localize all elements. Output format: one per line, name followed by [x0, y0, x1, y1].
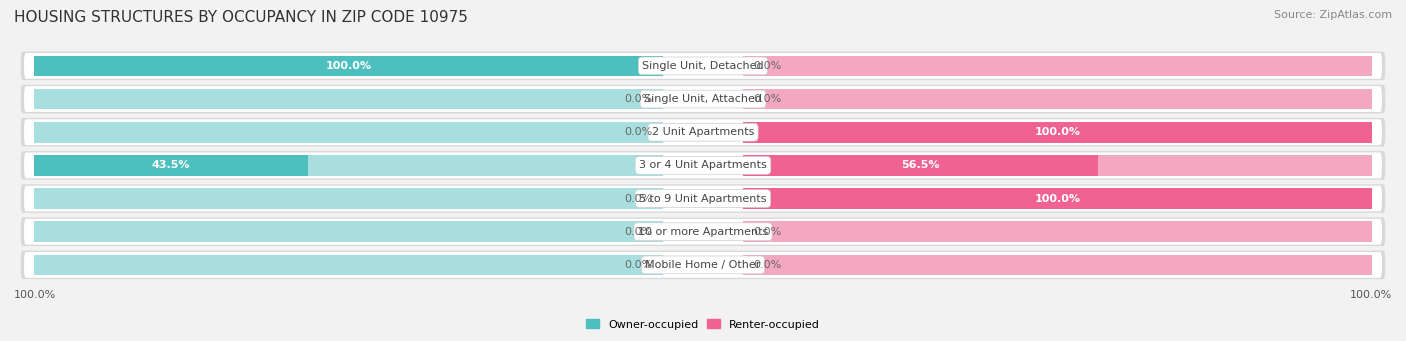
Text: 56.5%: 56.5% [901, 160, 941, 170]
Text: HOUSING STRUCTURES BY OCCUPANCY IN ZIP CODE 10975: HOUSING STRUCTURES BY OCCUPANCY IN ZIP C… [14, 10, 468, 25]
Bar [34, 155, 308, 176]
FancyBboxPatch shape [24, 252, 1382, 278]
Bar [744, 155, 1372, 176]
Text: 0.0%: 0.0% [754, 227, 782, 237]
FancyBboxPatch shape [21, 251, 1385, 279]
Bar [34, 122, 662, 143]
FancyBboxPatch shape [21, 151, 1385, 180]
Text: 0.0%: 0.0% [624, 227, 652, 237]
Text: 3 or 4 Unit Apartments: 3 or 4 Unit Apartments [640, 160, 766, 170]
Bar [34, 188, 662, 209]
Bar [34, 56, 662, 76]
Bar [34, 155, 662, 176]
Bar [744, 56, 1372, 76]
Text: 100.0%: 100.0% [326, 61, 371, 71]
Bar [744, 221, 1372, 242]
Bar [744, 188, 1372, 209]
FancyBboxPatch shape [21, 184, 1385, 213]
Text: 100.0%: 100.0% [1035, 194, 1080, 204]
Text: 0.0%: 0.0% [624, 260, 652, 270]
Text: 10 or more Apartments: 10 or more Apartments [638, 227, 768, 237]
Text: Source: ZipAtlas.com: Source: ZipAtlas.com [1274, 10, 1392, 20]
Text: 0.0%: 0.0% [754, 94, 782, 104]
Text: 100.0%: 100.0% [1350, 290, 1392, 300]
FancyBboxPatch shape [21, 51, 1385, 80]
Bar [34, 89, 662, 109]
FancyBboxPatch shape [24, 152, 1382, 178]
Text: 0.0%: 0.0% [624, 194, 652, 204]
FancyBboxPatch shape [24, 186, 1382, 211]
Text: 0.0%: 0.0% [624, 127, 652, 137]
Text: 100.0%: 100.0% [14, 290, 56, 300]
FancyBboxPatch shape [21, 218, 1385, 246]
Bar [744, 122, 1372, 143]
Text: 2 Unit Apartments: 2 Unit Apartments [652, 127, 754, 137]
Bar [744, 89, 1372, 109]
Bar [744, 188, 1372, 209]
Text: Mobile Home / Other: Mobile Home / Other [645, 260, 761, 270]
FancyBboxPatch shape [24, 86, 1382, 112]
Text: 5 to 9 Unit Apartments: 5 to 9 Unit Apartments [640, 194, 766, 204]
Text: 0.0%: 0.0% [624, 94, 652, 104]
Bar [34, 56, 662, 76]
FancyBboxPatch shape [21, 85, 1385, 113]
Text: Single Unit, Detached: Single Unit, Detached [643, 61, 763, 71]
FancyBboxPatch shape [24, 219, 1382, 244]
Text: Single Unit, Attached: Single Unit, Attached [644, 94, 762, 104]
Legend: Owner-occupied, Renter-occupied: Owner-occupied, Renter-occupied [581, 315, 825, 334]
Bar [744, 255, 1372, 275]
Text: 0.0%: 0.0% [754, 61, 782, 71]
Bar [34, 255, 662, 275]
FancyBboxPatch shape [24, 119, 1382, 145]
Text: 0.0%: 0.0% [754, 260, 782, 270]
Bar [34, 221, 662, 242]
FancyBboxPatch shape [24, 53, 1382, 79]
Text: 43.5%: 43.5% [152, 160, 190, 170]
Text: 100.0%: 100.0% [1035, 127, 1080, 137]
Bar [744, 122, 1372, 143]
FancyBboxPatch shape [21, 118, 1385, 147]
Bar [744, 155, 1098, 176]
